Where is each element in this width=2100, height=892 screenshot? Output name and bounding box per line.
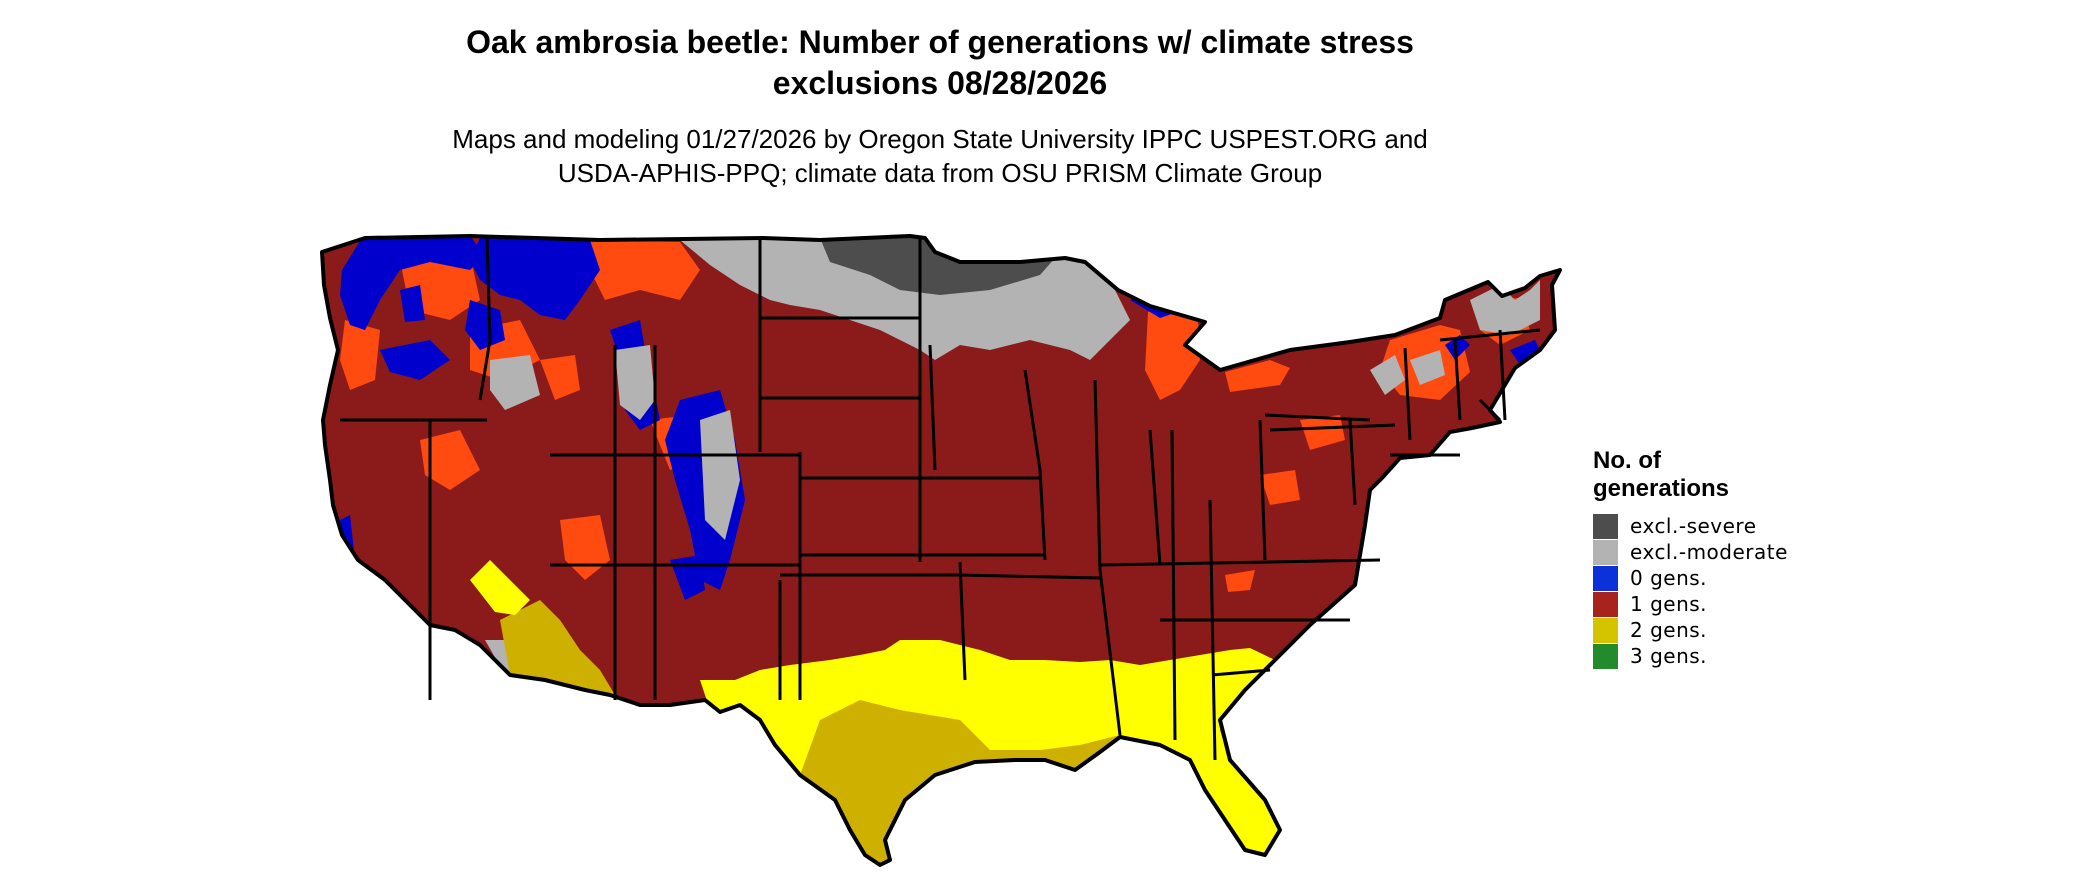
- legend-swatch: [1593, 539, 1618, 565]
- legend-item-excl-severe: excl.-severe: [1593, 513, 1788, 539]
- map-subtitle-line-2: USDA-APHIS-PPQ; climate data from OSU PR…: [557, 158, 1323, 188]
- legend-label: 1 gens.: [1630, 592, 1708, 616]
- legend-label: 2 gens.: [1630, 618, 1708, 642]
- legend-label: excl.-severe: [1630, 514, 1757, 538]
- legend-label: excl.-moderate: [1630, 540, 1788, 564]
- map-subtitle: Maps and modeling 01/27/2026 by Oregon S…: [300, 122, 1580, 190]
- us-generations-map: [320, 234, 1562, 867]
- legend-title: No. of generations: [1593, 447, 1788, 503]
- legend-list: excl.-severe excl.-moderate 0 gens. 1 ge…: [1593, 513, 1788, 669]
- legend-swatch: [1593, 591, 1618, 617]
- legend: No. of generations excl.-severe excl.-mo…: [1593, 447, 1788, 669]
- map-title: Oak ambrosia beetle: Number of generatio…: [300, 22, 1580, 104]
- legend-swatch: [1593, 643, 1618, 669]
- legend-item-0-gens: 0 gens.: [1593, 565, 1788, 591]
- legend-item-excl-moderate: excl.-moderate: [1593, 539, 1788, 565]
- legend-label: 3 gens.: [1630, 644, 1708, 668]
- legend-swatch: [1593, 617, 1618, 643]
- legend-item-1-gens: 1 gens.: [1593, 591, 1788, 617]
- legend-swatch: [1593, 565, 1618, 591]
- legend-item-2-gens: 2 gens.: [1593, 617, 1788, 643]
- map-subtitle-line-1: Maps and modeling 01/27/2026 by Oregon S…: [452, 124, 1428, 154]
- legend-title-line-2: generations: [1593, 475, 1730, 502]
- legend-title-line-1: No. of: [1593, 447, 1661, 474]
- map-title-line-1: Oak ambrosia beetle: Number of generatio…: [466, 24, 1414, 60]
- legend-item-3-gens: 3 gens.: [1593, 643, 1788, 669]
- legend-label: 0 gens.: [1630, 566, 1708, 590]
- legend-swatch: [1593, 513, 1618, 539]
- map-title-line-2: exclusions 08/28/2026: [772, 65, 1108, 101]
